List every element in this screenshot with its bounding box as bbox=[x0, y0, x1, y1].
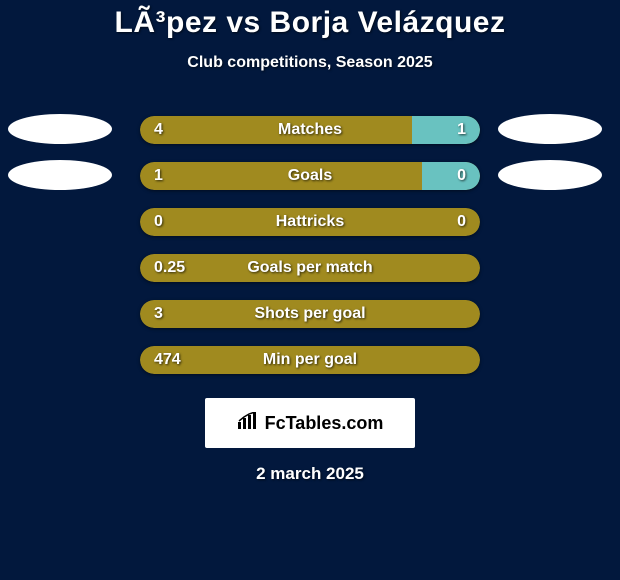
date-text: 2 march 2025 bbox=[0, 464, 620, 484]
stat-bar-right-fill bbox=[422, 162, 480, 190]
stat-row: Matches41 bbox=[0, 112, 620, 158]
stat-bar: Matches41 bbox=[140, 116, 480, 144]
stat-row: Hattricks00 bbox=[0, 204, 620, 250]
stat-bar-left-fill bbox=[140, 208, 480, 236]
player-ellipse-right bbox=[498, 114, 602, 144]
stat-bar-left-fill bbox=[140, 254, 480, 282]
chart-icon bbox=[237, 412, 259, 435]
stat-bar: Goals per match0.25 bbox=[140, 254, 480, 282]
stat-row: Goals10 bbox=[0, 158, 620, 204]
stat-bar: Min per goal474 bbox=[140, 346, 480, 374]
logo-text: FcTables.com bbox=[265, 413, 384, 434]
stat-row: Shots per goal3 bbox=[0, 296, 620, 342]
stat-bar: Shots per goal3 bbox=[140, 300, 480, 328]
player-ellipse-right bbox=[498, 160, 602, 190]
logo: FcTables.com bbox=[237, 412, 384, 435]
stat-row: Goals per match0.25 bbox=[0, 250, 620, 296]
stat-bar-left-fill bbox=[140, 346, 480, 374]
logo-box: FcTables.com bbox=[205, 398, 415, 448]
player-ellipse-left bbox=[8, 160, 112, 190]
page-subtitle: Club competitions, Season 2025 bbox=[0, 54, 620, 72]
player-ellipse-left bbox=[8, 114, 112, 144]
stat-row: Min per goal474 bbox=[0, 342, 620, 388]
stat-bar-right-fill bbox=[412, 116, 480, 144]
stat-rows: Matches41 Goals10 Hattricks00 Goals per mat… bbox=[0, 112, 620, 388]
stat-bar: Goals10 bbox=[140, 162, 480, 190]
page-title: LÃ³pez vs Borja Velázquez bbox=[0, 6, 620, 40]
comparison-card: LÃ³pez vs Borja Velázquez Club competiti… bbox=[0, 0, 620, 484]
stat-bar: Hattricks00 bbox=[140, 208, 480, 236]
stat-bar-left-fill bbox=[140, 300, 480, 328]
